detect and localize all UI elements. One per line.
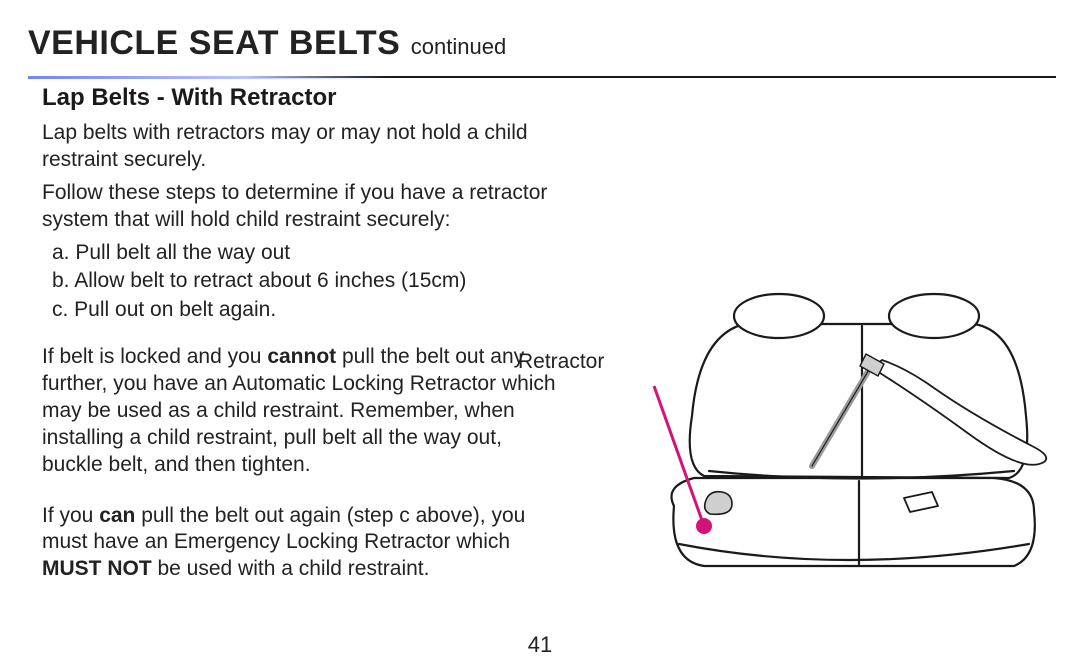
manual-page: VEHICLE SEAT BELTS continued Lap Belts -… [0,0,1080,664]
page-title-main: VEHICLE SEAT BELTS [28,24,400,63]
body-column: Lap belts with retractors may or may not… [42,120,562,589]
title-bar: VEHICLE SEAT BELTS continued [28,24,1056,78]
para3-pre: If belt is locked and you [42,345,267,368]
step-a: a. Pull belt all the way out [52,240,562,267]
para4-pre: If you [42,504,99,527]
para-4: If you can pull the belt out again (step… [42,503,562,584]
page-number: 41 [0,632,1080,658]
para3-bold: cannot [267,345,336,368]
section-subhead: Lap Belts - With Retractor [42,84,336,112]
para4-bold2: MUST NOT [42,557,152,580]
para4-post: be used with a child restraint. [152,557,430,580]
page-title-continued: continued [411,34,506,60]
para-1: Lap belts with retractors may or may not… [42,120,562,174]
seat-illustration [614,276,1054,596]
step-c: c. Pull out on belt again. [52,297,562,324]
para-3: If belt is locked and you cannot pull th… [42,344,562,478]
steps-list: a. Pull belt all the way out b. Allow be… [52,240,562,325]
step-b: b. Allow belt to retract about 6 inches … [52,268,562,295]
para-2: Follow these steps to determine if you h… [42,180,562,234]
para4-bold1: can [99,504,135,527]
retractor-callout-label: Retractor [518,350,604,374]
title-rule-highlight [28,76,388,79]
